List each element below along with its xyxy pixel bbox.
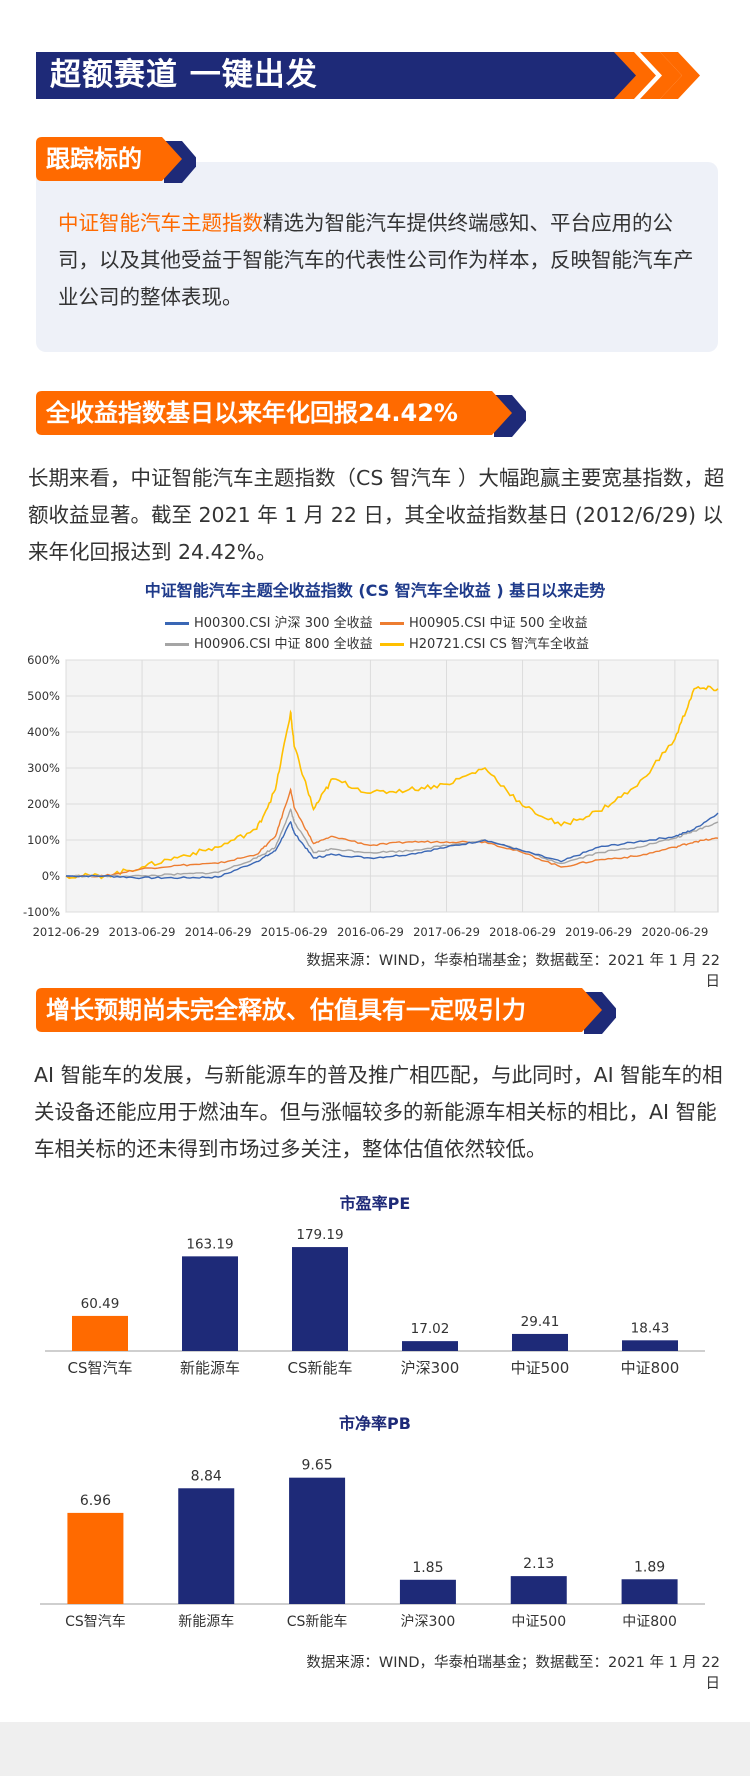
bar-category-label: 中证500 [511,1359,570,1377]
data-source-2: 数据来源：WIND，华泰柏瑞基金；数据截至：2021 年 1 月 22 日 [306,1655,720,1692]
x-tick-label: 2018-06-29 [489,925,556,939]
section1-tag-label: 跟踪标的 [46,145,142,173]
bar [178,1488,235,1604]
x-tick-label: 2015-06-29 [261,925,328,939]
bar [399,1579,456,1604]
bar-category-label: CS智汽车 [65,1613,126,1630]
bar-value-label: 29.41 [521,1314,560,1330]
data-source-1: 数据来源：WIND，华泰柏瑞基金；数据截至：2021 年 1 月 22 日 [306,953,720,990]
line-chart-title: 中证智能汽车主题全收益指数 (CS 智汽车全收益 ) 基日以来走势 [144,581,606,600]
x-tick-label: 2014-06-29 [185,925,252,939]
bar [621,1579,678,1604]
section3-tag-label: 增长预期尚未完全释放、估值具有一定吸引力 [46,996,526,1024]
bar-category-label: 中证800 [622,1614,677,1630]
plot-area [65,659,719,913]
tag-shape-icon [36,988,616,1034]
bar-value-label: 2.13 [523,1556,554,1572]
banner-title: 超额赛道 一键出发 [50,57,318,93]
bar-value-label: 60.49 [81,1296,120,1312]
bar-category-label: 沪深300 [401,1359,460,1377]
section1-text: 精选为智能汽车提供终端感知、平台应用的公司，以及其他受益于智能汽车的代表性公司作… [58,211,694,309]
bar-category-label: 新能源车 [180,1359,240,1377]
section3-paragraph: AI 智能车的发展，与新能源车的普及推广相匹配，与此同时，AI 智能车的相关设备… [34,1063,723,1161]
legend-item: H00906.CSI 中证 800 全收益 [165,633,380,652]
section2-tag-label: 全收益指数基日以来年化回报24.42% [46,399,458,427]
bar [67,1512,124,1604]
bar-category-label: CS新能车 [287,1613,348,1630]
y-tick-label: -100% [23,905,60,919]
bar [292,1247,348,1351]
section1-paragraph: 中证智能汽车主题指数精选为智能汽车提供终端感知、平台应用的公司，以及其他受益于智… [58,205,698,316]
bar-value-label: 1.89 [634,1559,665,1575]
line-chart-legend: H00300.CSI 沪深 300 全收益 H00905.CSI 中证 500 … [165,612,685,652]
bar-value-label: 163.19 [186,1236,233,1252]
bar-value-label: 18.43 [631,1320,670,1336]
bar [72,1315,128,1351]
section2-paragraph: 长期来看，中证智能汽车主题指数（CS 智汽车 ）大幅跑赢主要宽基指数，超额收益显… [28,466,725,564]
legend-item: H20721.CSI CS 智汽车全收益 [380,633,595,652]
y-tick-label: 100% [27,833,60,847]
legend-item: H00300.CSI 沪深 300 全收益 [165,612,380,631]
bar-value-label: 17.02 [411,1321,450,1337]
bar-category-label: CS智汽车 [68,1359,133,1377]
series-line-2 [66,808,719,878]
bar-category-label: CS新能车 [288,1359,353,1377]
bar [512,1333,568,1351]
bar [182,1256,238,1351]
target-card [36,162,718,352]
bar [289,1477,346,1604]
y-tick-label: 200% [27,797,60,811]
series-line-1 [65,787,719,878]
x-tick-label: 2013-06-29 [109,925,176,939]
bar-category-label: 中证800 [621,1359,680,1377]
pe-bar-chart: 60.49 CS智汽车 163.19 新能源车 179.19 CS新能车 17.02 沪深30… [45,1227,705,1377]
x-tick-label: 2017-06-29 [413,925,480,939]
series-line-3 [65,685,719,880]
bar-category-label: 新能源车 [178,1613,234,1630]
bar [622,1340,678,1351]
pe-chart-title: 市盈率PE [339,1194,411,1213]
footer-strip [0,1722,750,1776]
index-name-highlight: 中证智能汽车主题指数 [58,211,263,235]
x-tick-label: 2020-06-29 [641,925,708,939]
x-tick-label: 2016-06-29 [337,925,404,939]
bar-value-label: 1.85 [412,1560,443,1576]
line-chart: 600% 500% 400% 300% 200% 100% 0% -100% 2012-06-2… [23,653,719,939]
bar-category-label: 中证500 [511,1614,566,1630]
pb-bar-chart: 6.96 CS智汽车 8.84 新能源车 9.65 CS新能车 1.85 沪深300 2.13 中… [40,1458,705,1630]
top-banner: 超额赛道 一键出发 [36,52,626,99]
bar-value-label: 179.19 [296,1227,343,1243]
y-tick-label: 500% [27,689,60,703]
banner-arrow-end-icon [660,52,700,99]
y-tick-label: 400% [27,725,60,739]
bar [402,1341,458,1351]
y-tick-label: 0% [42,869,60,883]
y-tick-label: 600% [27,653,60,667]
y-tick-label: 300% [27,761,60,775]
banner-arrows-icon [550,52,682,99]
bar [510,1576,567,1604]
series-line-0 [66,812,719,880]
x-tick-label: 2012-06-29 [33,925,100,939]
tag-shape-icon [36,391,526,437]
bar-value-label: 8.84 [191,1468,222,1484]
bar-category-label: 沪深300 [401,1614,456,1630]
bar-value-label: 6.96 [80,1493,111,1509]
x-tick-label: 2019-06-29 [565,925,632,939]
pb-chart-title: 市净率PB [339,1414,411,1433]
legend-item: H00905.CSI 中证 500 全收益 [380,612,595,631]
bar-value-label: 9.65 [301,1458,332,1474]
tag-shape-icon [36,137,196,183]
